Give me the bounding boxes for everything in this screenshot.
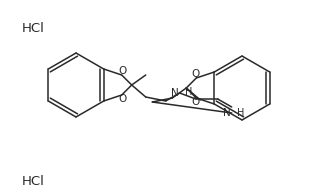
Text: O: O <box>119 66 127 76</box>
Text: H: H <box>237 108 244 118</box>
Text: H: H <box>185 87 192 97</box>
Text: N: N <box>171 87 179 97</box>
Text: N: N <box>223 108 231 118</box>
Text: O: O <box>119 94 127 104</box>
Text: HCl: HCl <box>22 175 45 188</box>
Text: O: O <box>191 69 199 79</box>
Text: HCl: HCl <box>22 22 45 35</box>
Text: O: O <box>191 97 199 107</box>
